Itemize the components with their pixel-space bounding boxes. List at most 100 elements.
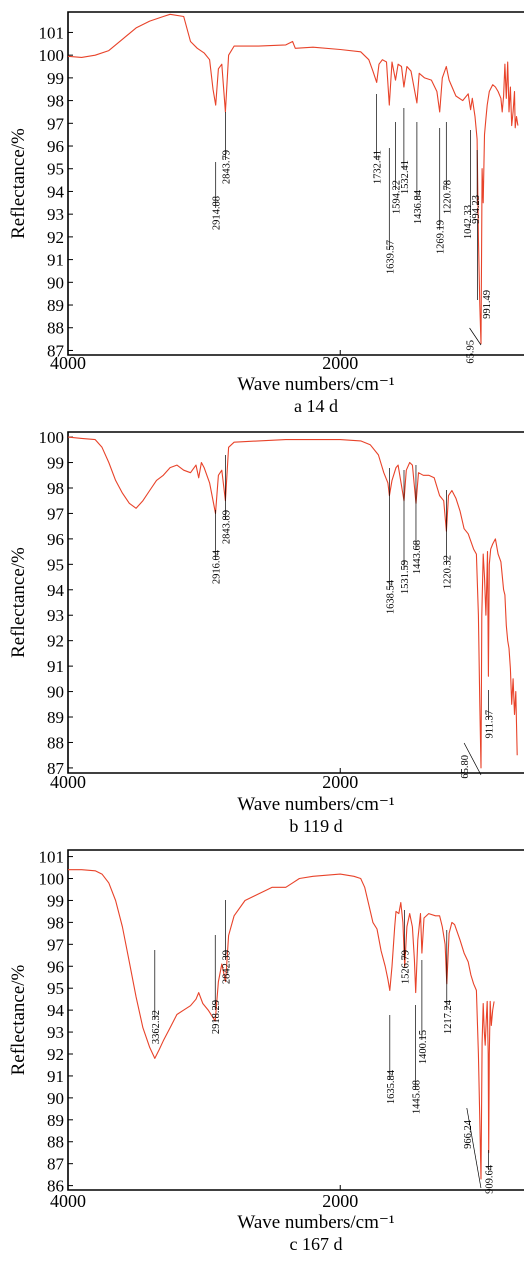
y-tick-label: 96 xyxy=(47,137,64,156)
peak-label: 1531.59 xyxy=(400,560,411,594)
y-tick-label: 88 xyxy=(47,319,64,338)
peak-label: 1526.79 xyxy=(401,950,412,984)
spectrum-line-series-1 xyxy=(67,13,519,345)
x-tick-label: 4000 xyxy=(50,772,86,792)
y-tick-label: 94 xyxy=(47,1001,65,1020)
peak-label: 1594.22 xyxy=(391,180,402,214)
peak-label: 1400.15 xyxy=(418,1030,429,1064)
y-tick-label: 86 xyxy=(47,1177,64,1196)
y-tick-label: 100 xyxy=(39,46,65,65)
y-tick-label: 89 xyxy=(47,296,64,315)
peak-label: 1042.33 xyxy=(463,205,474,239)
y-tick-label: 93 xyxy=(47,1023,64,1042)
y-tick-label: 98 xyxy=(47,479,64,498)
peak-label: 3362.32 xyxy=(151,1010,162,1044)
y-tick-label: 93 xyxy=(47,606,64,625)
peak-label: 1635.84 xyxy=(386,1069,397,1104)
y-tick-label: 87 xyxy=(47,1155,65,1174)
y-tick-label: 101 xyxy=(39,23,65,42)
peak-label: 1269.19 xyxy=(436,220,447,254)
peak-label: 2916.04 xyxy=(212,549,223,584)
y-tick-label: 97 xyxy=(47,935,65,954)
y-tick-label: 90 xyxy=(47,273,64,292)
y-tick-label: 96 xyxy=(47,957,64,976)
annotation-leader xyxy=(469,327,482,346)
plot-frame xyxy=(67,849,524,1191)
y-tick-label: 91 xyxy=(47,1067,64,1086)
peak-label: 2914.88 xyxy=(212,196,223,230)
y-tick-label: 97 xyxy=(47,504,65,523)
y-tick-label: 94 xyxy=(47,581,65,600)
peak-label: 2843.79 xyxy=(221,150,232,184)
y-tick-label: 90 xyxy=(47,683,64,702)
peak-label: 1443.68 xyxy=(412,540,423,574)
peak-label: 994.23 xyxy=(471,195,482,224)
y-tick-label: 101 xyxy=(39,848,65,867)
y-tick-label: 90 xyxy=(47,1089,64,1108)
y-tick-label: 89 xyxy=(47,708,64,727)
spectrum-line-series-1 xyxy=(68,869,495,1180)
panel-caption: b 119 d xyxy=(289,816,342,836)
y-tick-label: 100 xyxy=(39,428,65,447)
x-axis-label: Wave numbers/cm⁻¹ xyxy=(237,374,394,395)
peak-label: 1217.24 xyxy=(443,999,454,1034)
y-tick-label: 95 xyxy=(47,979,64,998)
y-tick-label: 89 xyxy=(47,1111,64,1130)
y-tick-label: 88 xyxy=(47,1133,64,1152)
peak-label: 2842.39 xyxy=(222,950,233,984)
y-tick-label: 87 xyxy=(47,759,65,778)
plot-frame xyxy=(67,431,524,774)
y-tick-label: 99 xyxy=(47,454,64,473)
y-tick-label: 97 xyxy=(47,114,65,133)
panel-caption: a 14 d xyxy=(294,396,338,416)
x-tick-label: 2000 xyxy=(322,1191,358,1211)
x-tick-label: 4000 xyxy=(50,1191,86,1211)
y-tick-label: 93 xyxy=(47,205,64,224)
chart-panel-1: 87 88 89 90 91 92 93 94 95 96 97 98 99 100 101 4000 2000… xyxy=(8,11,524,416)
x-tick-label: 2000 xyxy=(322,353,358,373)
y-tick-label: 88 xyxy=(47,733,64,752)
peak-label: 1220.32 xyxy=(442,555,453,589)
peak-label: 991.49 xyxy=(482,290,493,319)
plot-frame xyxy=(67,11,524,356)
y-tick-label: 99 xyxy=(47,69,64,88)
peak-label: 65.80 xyxy=(460,755,471,779)
peak-label: 2843.89 xyxy=(221,510,232,544)
x-axis-label: Wave numbers/cm⁻¹ xyxy=(237,794,394,815)
y-axis-label: Reflectance/% xyxy=(8,547,29,658)
y-tick-label: 98 xyxy=(47,92,64,111)
y-tick-label: 91 xyxy=(47,657,64,676)
y-tick-label: 99 xyxy=(47,891,64,910)
peak-label: 911.37 xyxy=(484,710,495,739)
peak-label: 1532.41 xyxy=(400,160,411,194)
x-tick-label: 2000 xyxy=(322,772,358,792)
x-axis-label: Wave numbers/cm⁻¹ xyxy=(237,1212,394,1233)
y-tick-label: 91 xyxy=(47,251,64,270)
y-tick-label: 95 xyxy=(47,555,64,574)
y-tick-label: 87 xyxy=(47,341,65,360)
peak-label: 909.64 xyxy=(485,1164,496,1194)
y-axis-label: Reflectance/% xyxy=(8,128,29,239)
annotation-leader xyxy=(466,1107,482,1189)
panel-caption: c 167 d xyxy=(290,1234,343,1254)
y-tick-label: 98 xyxy=(47,913,64,932)
y-tick-label: 92 xyxy=(47,1045,64,1064)
chart-panel-3: 86 87 88 89 90 91 92 93 94 95 96 97 98 99 100 101 4000 20… xyxy=(8,848,524,1254)
y-tick-label: 94 xyxy=(47,182,65,201)
spectrum-line-series-1 xyxy=(67,436,518,769)
peak-label: 2918.29 xyxy=(211,1000,222,1034)
peak-label: 1639.57 xyxy=(385,240,396,274)
chart-panel-2: 87 88 89 90 91 92 93 94 95 96 97 98 99 100 4000 2000 Ref… xyxy=(8,428,524,836)
y-tick-label: 95 xyxy=(47,160,64,179)
peak-label: 65.95 xyxy=(466,340,477,364)
y-axis-label: Reflectance/% xyxy=(8,964,29,1075)
peak-label: 1732.41 xyxy=(373,150,384,184)
y-tick-label: 100 xyxy=(39,870,65,889)
x-tick-label: 4000 xyxy=(50,353,86,373)
y-tick-label: 96 xyxy=(47,530,64,549)
peak-label: 1445.88 xyxy=(412,1080,423,1114)
peak-label: 1638.54 xyxy=(385,579,396,614)
y-tick-label: 92 xyxy=(47,228,64,247)
peak-label: 1436.84 xyxy=(413,189,424,224)
